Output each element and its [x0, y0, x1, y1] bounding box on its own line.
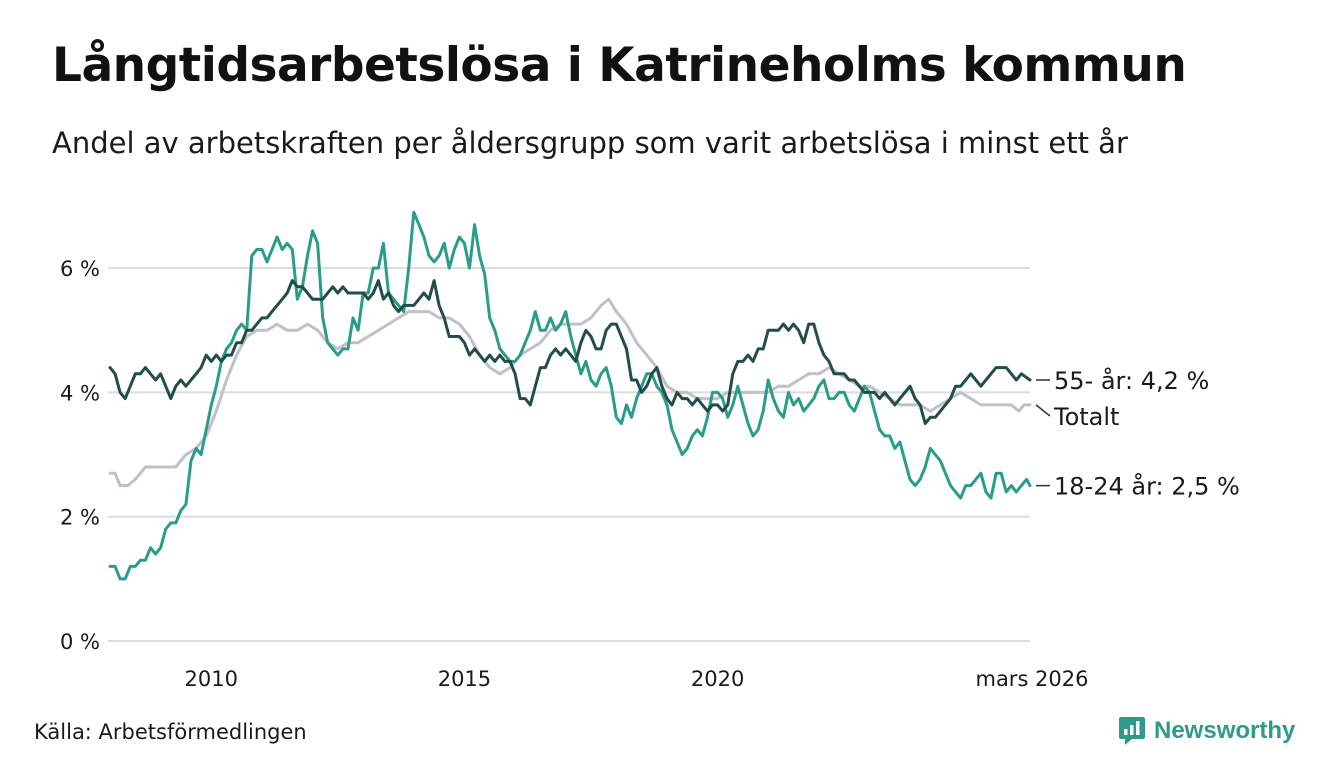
- series-line-18-24-r: [108, 210, 1032, 581]
- series-lines: [108, 210, 1032, 581]
- x-tick-label: 2015: [438, 667, 491, 691]
- chart-title: Långtidsarbetslösa i Katrineholms kommun: [52, 38, 1187, 93]
- series-end-labels: 55- år: 4,2 % Totalt 18-24 år: 2,5 %: [1035, 366, 1240, 501]
- y-tick-label: 6 %: [60, 257, 100, 281]
- x-tick-label: 2020: [691, 667, 744, 691]
- end-label-connector: [1035, 404, 1051, 417]
- series-line-55-r: [108, 279, 1032, 425]
- brand-name: Newsworthy: [1154, 717, 1296, 744]
- end-label: Totalt: [1053, 403, 1119, 431]
- chart-subtitle: Andel av arbetskraften per åldersgrupp s…: [52, 126, 1128, 160]
- y-tick-label: 0 %: [60, 630, 100, 654]
- y-tick-label: 2 %: [60, 506, 100, 530]
- y-tick-label: 4 %: [60, 381, 100, 405]
- newsworthy-logo-icon: [1119, 717, 1145, 745]
- end-label: 18-24 år: 2,5 %: [1054, 472, 1240, 501]
- x-axis: 2010 2015 2020 mars 2026: [185, 667, 1089, 691]
- end-label: 55- år: 4,2 %: [1054, 366, 1209, 395]
- x-tick-label: mars 2026: [975, 667, 1088, 691]
- newsworthy-brand: Newsworthy: [1118, 714, 1295, 748]
- y-axis: 0 % 2 % 4 % 6 %: [60, 257, 100, 654]
- source-note: Källa: Arbetsförmedlingen: [34, 720, 307, 744]
- x-tick-label: 2010: [185, 667, 238, 691]
